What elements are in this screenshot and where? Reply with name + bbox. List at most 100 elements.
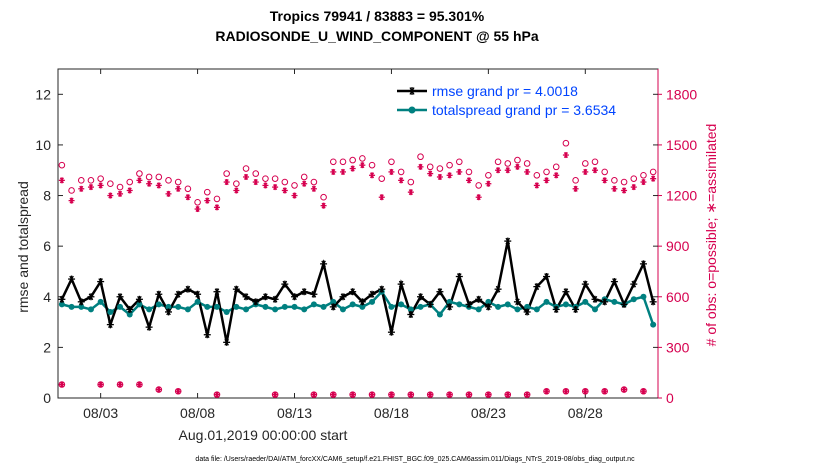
- obs-possible-point: [184, 185, 192, 193]
- obs-assimilated-point: [349, 165, 356, 172]
- obs-assimilated-low-point: [582, 388, 588, 394]
- spread-point: [524, 303, 531, 310]
- spread-point: [175, 303, 182, 310]
- obs-possible-point: [58, 161, 66, 169]
- obs-possible-point: [242, 165, 250, 172]
- plot-area: 0 2 4 6 8 10 12 0 300 600 900 1200 1500 1800 08/03 08/0…: [35, 68, 697, 421]
- obs-possible-point: [262, 175, 269, 182]
- spread-point: [650, 321, 657, 328]
- obs-assimilated-point: [136, 177, 143, 184]
- obs-assimilated-low-point: [524, 392, 530, 398]
- spread-point: [165, 303, 172, 310]
- rmse-point: [387, 328, 395, 336]
- obs-assimilated-point: [78, 185, 85, 192]
- obs-assimilated-point: [339, 168, 346, 175]
- rmse-point: [639, 260, 647, 268]
- obs-possible-low-point: [640, 387, 647, 395]
- obs-assimilated-point: [562, 152, 569, 159]
- rmse-point: [58, 295, 66, 303]
- obs-possible-low-point: [523, 391, 531, 398]
- rmse-point: [368, 290, 376, 298]
- obs-assimilated-point: [272, 184, 279, 191]
- obs-possible-point: [87, 177, 95, 184]
- obs-possible-point: [611, 177, 618, 184]
- rmse-point: [543, 273, 551, 281]
- rmse-point: [184, 285, 192, 293]
- obs-assimilated-point: [475, 194, 482, 201]
- x-tick-label: 08/18: [374, 405, 409, 421]
- rmse-point: [407, 310, 415, 318]
- spread-point: [117, 303, 124, 310]
- spread-point: [407, 306, 414, 313]
- rmse-point: [455, 273, 463, 281]
- obs-possible-low-point: [329, 391, 337, 398]
- obs-assimilated-point: [630, 184, 637, 191]
- obs-assimilated-low-point: [156, 386, 162, 393]
- spread-point: [582, 298, 589, 305]
- obs-assimilated-point: [601, 177, 608, 184]
- obs-assimilated-point: [640, 179, 647, 186]
- obs-assimilated-point: [417, 163, 424, 170]
- obs-possible-low-point: [485, 391, 492, 398]
- obs-assimilated-point: [446, 172, 453, 179]
- x-tick-label: 08/13: [277, 405, 312, 421]
- rmse-point: [349, 288, 357, 296]
- y2-tick-label: 0: [666, 390, 674, 406]
- spread-point: [495, 303, 502, 310]
- spread-point: [339, 306, 346, 313]
- rmse-point: [494, 285, 502, 293]
- spread-point: [369, 298, 376, 305]
- rmse-point: [630, 280, 638, 288]
- rmse-point: [484, 303, 492, 311]
- obs-assimilated-point: [456, 168, 463, 175]
- obs-assimilated-point: [233, 187, 240, 194]
- rmse-point: [465, 300, 473, 308]
- obs-possible-point: [165, 177, 172, 184]
- obs-assimilated-low-point: [117, 381, 123, 388]
- obs-possible-point: [407, 178, 415, 186]
- rmse-point: [87, 293, 95, 301]
- obs-possible-low-point: [543, 387, 550, 395]
- spread-point: [233, 303, 240, 310]
- rmse-point: [320, 260, 328, 268]
- rmse-point: [174, 290, 182, 298]
- obs-possible-point: [310, 178, 318, 186]
- spread-point: [504, 301, 511, 308]
- spread-point: [68, 303, 75, 310]
- obs-possible-low-point: [465, 391, 473, 398]
- rmse-point: [242, 293, 250, 301]
- chart-title: Tropics 79941 / 83883 = 95.301%: [270, 8, 485, 24]
- rmse-point: [310, 290, 318, 298]
- obs-assimilated-point: [330, 168, 337, 175]
- obs-assimilated-point: [126, 187, 133, 194]
- obs-possible-point: [349, 156, 356, 164]
- obs-possible-point: [116, 183, 124, 191]
- obs-assimilated-point: [621, 187, 628, 194]
- rmse-point: [591, 295, 599, 303]
- rmse-point: [281, 280, 289, 288]
- obs-possible-point: [359, 155, 366, 162]
- rmse-point: [513, 298, 521, 306]
- rmse-point: [155, 290, 163, 298]
- rmse-point: [475, 295, 483, 303]
- spread-point: [243, 306, 250, 313]
- obs-possible-point: [252, 170, 260, 177]
- obs-assimilated-point: [650, 175, 657, 182]
- obs-assimilated-point: [184, 194, 191, 201]
- spread-point: [543, 298, 550, 305]
- obs-assimilated-point: [582, 168, 589, 175]
- spread-point: [591, 306, 598, 313]
- spread-point: [359, 303, 366, 310]
- footer-datafile: data file: /Users/raeder/DAI/ATM_forcXX/…: [195, 456, 635, 463]
- obs-assimilated-point: [398, 177, 405, 184]
- obs-possible-point: [77, 177, 85, 184]
- legend-rmse-label: rmse grand pr = 4.0018: [432, 83, 578, 99]
- rmse-point: [203, 331, 211, 339]
- obs-possible-point: [320, 193, 327, 201]
- obs-possible-point: [494, 158, 502, 166]
- obs-assimilated-low-point: [311, 392, 317, 398]
- spread-point: [194, 298, 201, 305]
- spread-point: [533, 306, 540, 313]
- obs-assimilated-point: [533, 182, 540, 189]
